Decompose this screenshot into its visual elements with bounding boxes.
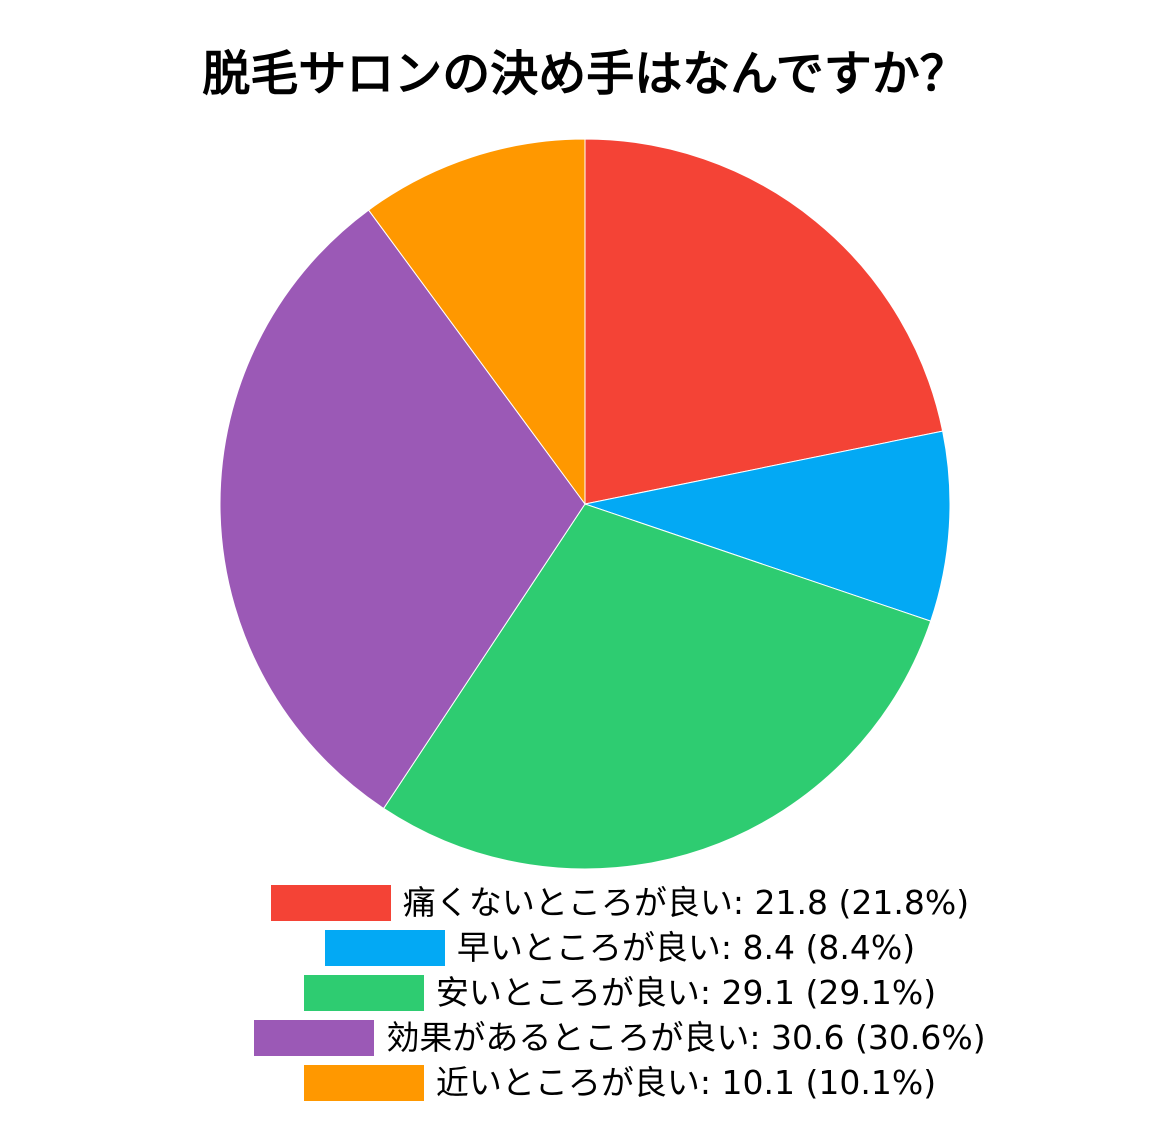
- legend-label: 痛くないところが良い: 21.8 (21.8%): [402, 883, 970, 922]
- legend-item: 効果があるところが良い: 30.6 (30.6%): [254, 1015, 986, 1060]
- legend-item: 早いところが良い: 8.4 (8.4%): [324, 925, 916, 970]
- legend-label: 効果があるところが良い: 30.6 (30.6%): [386, 1018, 986, 1057]
- pie-slice-4: [219, 209, 586, 810]
- legend-swatch: [303, 1064, 424, 1101]
- pie-chart: [219, 138, 951, 870]
- pie-slice-2: [583, 430, 951, 622]
- legend-swatch: [254, 1019, 375, 1056]
- legend-label: 近いところが良い: 10.1 (10.1%): [435, 1063, 937, 1102]
- pie-slice-3: [382, 503, 932, 870]
- legend-item: 安いところが良い: 29.1 (29.1%): [303, 970, 937, 1015]
- pie-slice-1: [584, 138, 944, 505]
- legend-item: 近いところが良い: 10.1 (10.1%): [303, 1060, 937, 1105]
- legend-item: 痛くないところが良い: 21.8 (21.8%): [270, 880, 970, 925]
- legend: 痛くないところが良い: 21.8 (21.8%) 早いところが良い: 8.4 (…: [0, 880, 1170, 1105]
- legend-swatch: [324, 929, 445, 966]
- legend-swatch: [270, 884, 391, 921]
- legend-swatch: [303, 974, 424, 1011]
- pie-slice-5: [367, 138, 586, 506]
- legend-label: 安いところが良い: 29.1 (29.1%): [435, 973, 937, 1012]
- chart-title: 脱毛サロンの決め手はなんですか？: [202, 46, 968, 102]
- legend-label: 早いところが良い: 8.4 (8.4%): [456, 928, 916, 967]
